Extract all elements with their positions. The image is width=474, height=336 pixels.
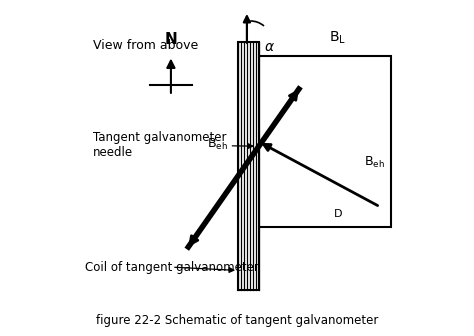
- Text: View from above: View from above: [93, 39, 199, 52]
- Text: Tangent galvanometer
needle: Tangent galvanometer needle: [93, 131, 253, 159]
- Text: B$_\mathregular{L}$: B$_\mathregular{L}$: [329, 29, 346, 46]
- Text: α: α: [265, 40, 274, 54]
- Bar: [238, 42, 259, 290]
- Text: Coil of tangent galvanometer: Coil of tangent galvanometer: [85, 261, 259, 274]
- Bar: [258, 56, 391, 227]
- Bar: [238, 42, 259, 290]
- Text: B$_\mathregular{eh}$: B$_\mathregular{eh}$: [365, 155, 385, 170]
- Text: figure 22-2 Schematic of tangent galvanometer: figure 22-2 Schematic of tangent galvano…: [96, 314, 378, 327]
- Text: B$_\mathregular{eh}$: B$_\mathregular{eh}$: [207, 137, 228, 153]
- Text: N: N: [164, 32, 177, 47]
- Text: D: D: [334, 209, 342, 219]
